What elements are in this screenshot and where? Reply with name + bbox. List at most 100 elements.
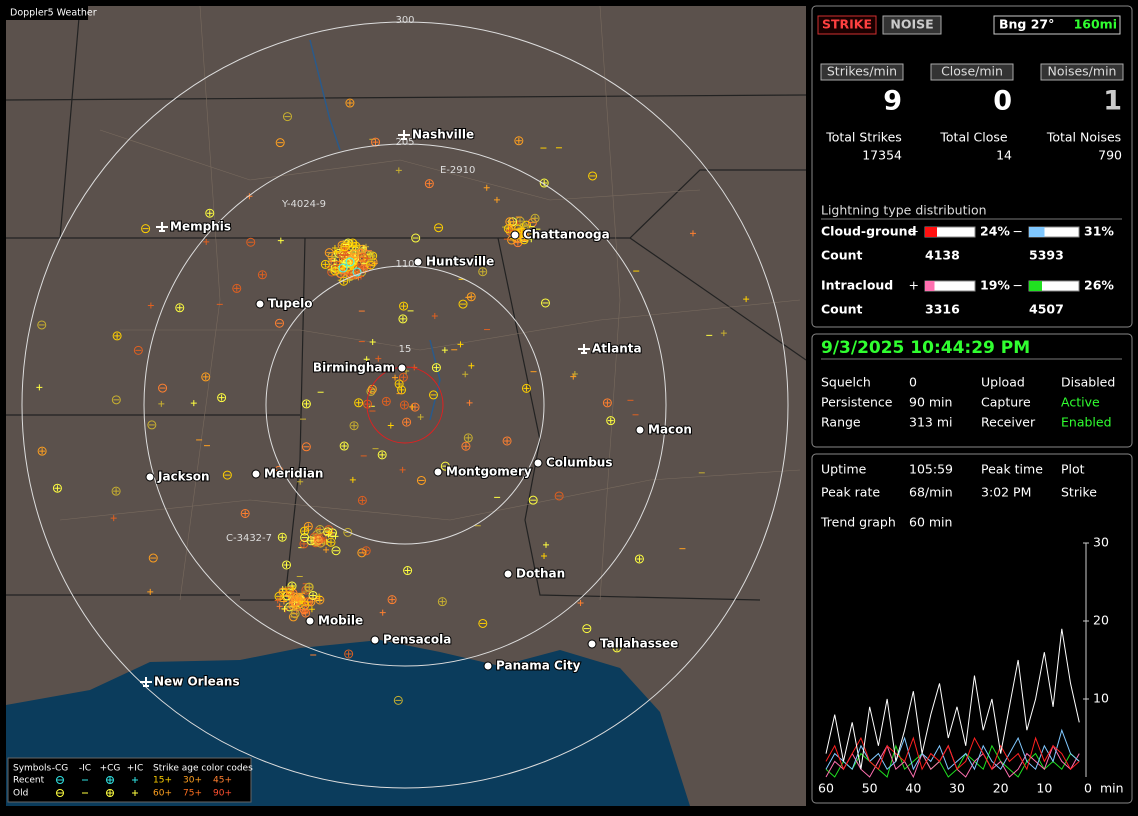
bar — [1029, 281, 1042, 291]
legend-box: Symbols Strike age color codes Recent Ol… — [7, 757, 253, 803]
legend-age: 45+ — [213, 776, 232, 786]
strike-symbol — [349, 476, 356, 483]
strike-symbol — [313, 536, 323, 546]
strike-symbol — [308, 590, 318, 600]
sign: + — [909, 278, 919, 293]
rate-header: Close/min — [941, 64, 1003, 79]
strike-symbol — [114, 332, 121, 339]
rate-value: 9 — [883, 86, 902, 117]
strike-symbol — [502, 436, 512, 446]
city-label: Macon — [648, 423, 692, 437]
strike-symbol — [300, 533, 310, 543]
strike-symbol — [345, 650, 352, 657]
setting-cell: Capture — [981, 395, 1031, 410]
legend-age: 90+ — [213, 789, 232, 799]
percent: 19% — [980, 278, 1010, 293]
strike-symbol — [361, 546, 371, 556]
strike-symbol — [366, 260, 376, 270]
strike-symbol — [327, 539, 334, 546]
stat-cell: Peak time — [981, 462, 1043, 477]
trend-window: 60 min — [909, 515, 952, 530]
strike-symbol — [112, 331, 122, 341]
city-dot — [510, 230, 520, 240]
strike-symbol — [323, 546, 330, 553]
strike-symbol — [434, 223, 444, 233]
strike-symbol — [111, 486, 121, 496]
strike-symbol — [541, 553, 548, 560]
strike-symbol — [612, 643, 622, 653]
strike-symbol — [246, 237, 256, 247]
strike-symbols — [36, 98, 750, 705]
y-tick-label: 10 — [1093, 691, 1109, 706]
strike-symbol — [416, 475, 426, 485]
strike-symbol — [399, 400, 409, 410]
range-rings: 15 110 205 300 — [21, 15, 789, 789]
strike-symbol — [283, 561, 290, 568]
strike-symbol — [402, 417, 412, 427]
rate-header-box — [930, 63, 1014, 81]
strike-symbol — [141, 224, 151, 234]
strike-symbol — [458, 299, 468, 309]
strike-symbol — [504, 437, 511, 444]
y-tick-label: 20 — [1093, 613, 1109, 628]
strike-symbol — [357, 548, 367, 558]
count-label: Count — [821, 248, 863, 263]
legend-symbol — [106, 789, 114, 797]
strike-symbol — [175, 303, 185, 313]
percent: 24% — [980, 224, 1010, 239]
strike-symbol — [404, 567, 411, 574]
strike-symbol — [290, 609, 300, 619]
strike-symbol — [398, 372, 408, 382]
strike-symbol — [242, 510, 249, 517]
legend-row: Recent — [13, 776, 45, 786]
count: 4138 — [925, 248, 960, 263]
strike-symbol — [398, 386, 405, 393]
strike-button-label[interactable]: STRIKE — [822, 17, 872, 32]
strike-button[interactable] — [817, 15, 877, 35]
strike-symbol — [304, 582, 314, 592]
strike-symbol — [395, 167, 402, 174]
strike-symbol — [110, 515, 117, 522]
legend-symbol — [56, 776, 64, 784]
strike-symbol — [478, 267, 488, 277]
strike-symbol — [351, 422, 358, 429]
noise-button[interactable] — [882, 15, 942, 35]
strike-symbol — [466, 399, 473, 406]
strike-symbol — [468, 293, 475, 300]
strike-symbol — [289, 602, 296, 609]
strike-symbol — [339, 441, 349, 451]
strike-symbol — [383, 398, 390, 405]
strike-symbol — [431, 363, 441, 373]
rate-header-box — [820, 63, 904, 81]
strike-symbol — [190, 400, 197, 407]
timestamp: 9/3/2025 10:44:29 PM — [821, 338, 1030, 358]
stat-cell: 3:02 PM — [981, 485, 1031, 500]
trend-graph — [825, 628, 1080, 779]
noise-button-label[interactable]: NOISE — [890, 17, 933, 32]
range-ring-label: 205 — [395, 137, 414, 148]
strike-symbol — [463, 433, 473, 443]
strike-symbol — [37, 320, 47, 330]
city-label: Memphis — [170, 220, 231, 234]
strike-symbol — [358, 249, 365, 256]
setting-cell: Disabled — [1061, 375, 1115, 390]
x-tick-label: 60 — [818, 781, 834, 796]
type-name: Cloud-ground — [821, 224, 917, 239]
trend-label: Trend graph — [820, 515, 896, 530]
strike-symbol — [377, 450, 387, 460]
strike-symbol — [354, 398, 364, 408]
strike-symbol — [410, 402, 420, 412]
strike-symbol — [111, 395, 121, 405]
x-axis-label: min — [1100, 781, 1124, 796]
trend-line — [825, 744, 1080, 778]
strike-symbol — [337, 240, 347, 250]
setting-cell: Receiver — [981, 415, 1036, 430]
stat-cell: 68/min — [909, 485, 953, 500]
strike-symbol — [339, 250, 349, 260]
strike-symbol — [461, 441, 471, 451]
strike-symbol — [205, 208, 215, 218]
city-label: Nashville — [412, 128, 474, 142]
strike-symbol — [287, 581, 297, 591]
bar — [925, 227, 937, 237]
strike-symbol — [332, 261, 342, 271]
